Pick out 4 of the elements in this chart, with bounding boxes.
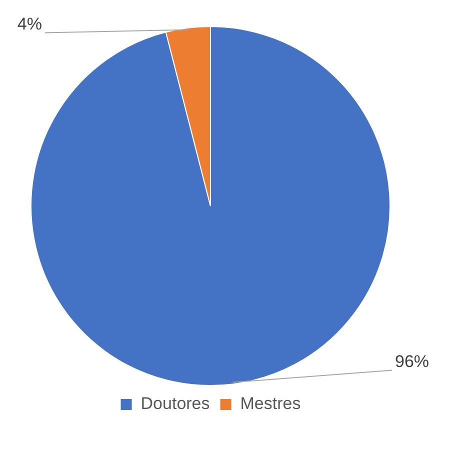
data-label: 4% (17, 14, 42, 34)
data-label: 96% (395, 352, 430, 371)
legend-label: Mestres (240, 394, 301, 414)
legend-label: Doutores (140, 394, 210, 414)
